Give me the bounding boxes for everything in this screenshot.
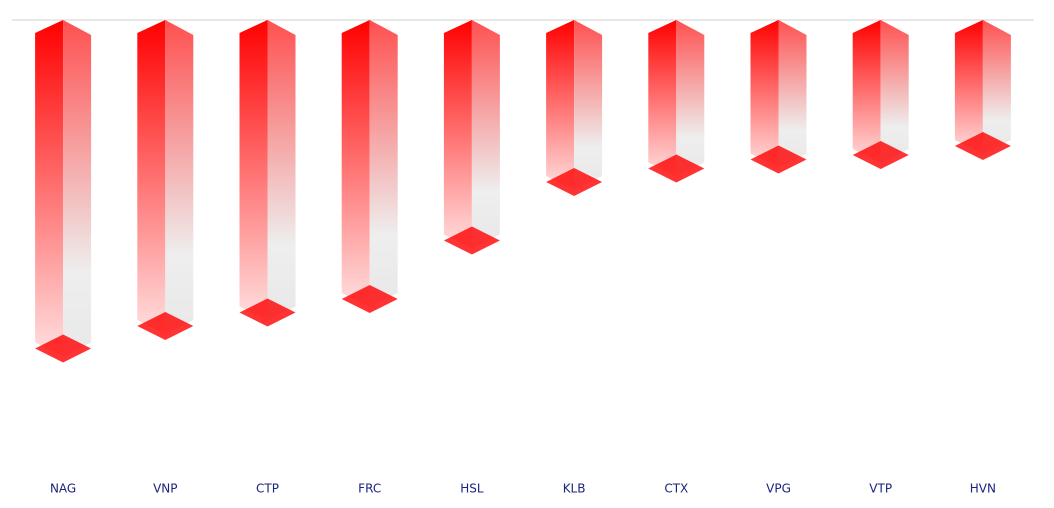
- bar-bottom: [852, 141, 909, 169]
- bar-bottom: [239, 298, 296, 327]
- bar-side: [369, 20, 398, 307]
- x-tick-label: NAG: [50, 482, 76, 496]
- bar-front: [852, 20, 881, 163]
- bar: [648, 20, 705, 183]
- x-tick-label: KLB: [563, 482, 586, 496]
- bar: [443, 20, 500, 255]
- bar-front: [546, 20, 575, 190]
- bar-bottom: [954, 132, 1011, 160]
- bar: [137, 20, 194, 340]
- x-tick-label: VNP: [153, 482, 177, 496]
- x-tick-label: FRC: [358, 482, 381, 496]
- bar-front: [35, 20, 64, 357]
- bar: [341, 20, 398, 313]
- bar-bottom: [750, 145, 807, 174]
- bar-bottom: [546, 168, 603, 196]
- bar-bottom: [35, 334, 92, 363]
- bar-front: [239, 20, 268, 321]
- x-tick-label: VPG: [766, 482, 791, 496]
- bar: [750, 20, 807, 174]
- bar-side: [574, 20, 603, 190]
- bar-front: [443, 20, 472, 249]
- x-tick-label: CTX: [664, 482, 688, 496]
- bar-bottom: [648, 154, 705, 183]
- bar-side: [880, 20, 909, 163]
- bar-side: [471, 20, 500, 249]
- bar-side: [778, 20, 807, 168]
- x-tick-label: HVN: [970, 482, 996, 496]
- x-tick-label: VTP: [869, 482, 892, 496]
- bar-side: [982, 20, 1011, 154]
- bar-side: [63, 20, 92, 357]
- bar-side: [165, 20, 194, 334]
- bar: [35, 20, 92, 363]
- x-tick-label: CTP: [256, 482, 279, 496]
- x-tick-label: HSL: [460, 482, 484, 496]
- bar-bottom: [341, 285, 398, 313]
- bar: [852, 20, 909, 169]
- bar: [546, 20, 603, 196]
- bar-front: [750, 20, 779, 168]
- bar-front: [137, 20, 166, 334]
- bar-bottom: [137, 312, 194, 340]
- bar-front: [341, 20, 370, 307]
- bar-side: [676, 20, 705, 177]
- bar-front: [954, 20, 983, 154]
- bar-front: [648, 20, 677, 177]
- bar-side: [267, 20, 296, 321]
- bar: [954, 20, 1011, 160]
- bar: [239, 20, 296, 327]
- bar-bottom: [443, 226, 500, 255]
